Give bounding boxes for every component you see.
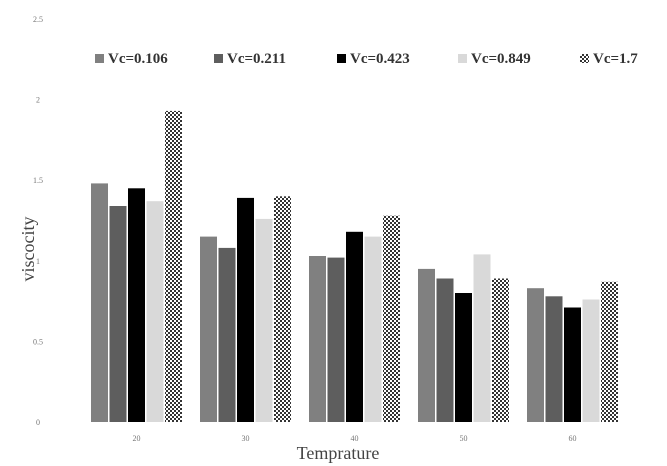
y-tick-label: 0.5: [33, 337, 43, 346]
bar: [237, 197, 254, 422]
x-tick-label: 30: [242, 434, 250, 443]
y-tick-label: 1.5: [33, 176, 43, 185]
bars: [91, 110, 618, 423]
bar: [91, 183, 108, 422]
y-tick-label: 2: [36, 96, 40, 105]
y-tick-label: 1: [36, 257, 40, 266]
y-tick-label: 0: [36, 418, 40, 427]
x-tick-label: 40: [351, 434, 359, 443]
legend-swatch: [337, 54, 346, 63]
legend-swatch: [580, 54, 589, 63]
x-tick-label: 60: [569, 434, 577, 443]
bar: [582, 299, 600, 422]
legend-label: Vc=0.849: [471, 51, 531, 67]
bar: [255, 218, 273, 422]
y-axis-ticks: 0 0.5 1 1.5 2 2.5: [33, 15, 43, 427]
legend: Vc=0.106 Vc=0.211 Vc=0.423 Vc=0.849 Vc=1.7: [95, 51, 638, 67]
bar: [128, 188, 145, 422]
legend-label: Vc=1.7: [593, 51, 638, 67]
bar: [418, 268, 435, 422]
bar: [346, 231, 363, 422]
bar: [601, 281, 618, 422]
legend-swatch: [95, 54, 104, 63]
bar: [109, 206, 127, 422]
bar: [527, 288, 544, 422]
bar: [492, 278, 509, 422]
bar: [364, 236, 382, 422]
legend-swatch: [214, 54, 223, 63]
x-axis-ticks: 20 30 40 50 60: [133, 434, 577, 443]
bar: [327, 257, 345, 422]
legend-label: Vc=0.106: [108, 51, 168, 67]
bar: [309, 256, 326, 422]
y-tick-label: 2.5: [33, 15, 43, 24]
bar: [218, 247, 236, 422]
y-axis-title: viscocity: [18, 217, 38, 282]
bar: [436, 278, 454, 422]
bar: [455, 293, 472, 422]
bar: [545, 296, 563, 422]
x-tick-label: 20: [133, 434, 141, 443]
legend-label: Vc=0.423: [350, 51, 410, 67]
x-tick-label: 50: [460, 434, 468, 443]
bar: [383, 215, 400, 422]
bar: [165, 110, 182, 423]
legend-swatch: [458, 54, 467, 63]
bar: [473, 254, 491, 422]
legend-label: Vc=0.211: [227, 51, 286, 67]
bar: [274, 196, 291, 422]
bar: [564, 307, 581, 422]
bar: [146, 201, 164, 422]
bar: [200, 236, 217, 422]
x-axis-title: Temprature: [297, 443, 380, 463]
